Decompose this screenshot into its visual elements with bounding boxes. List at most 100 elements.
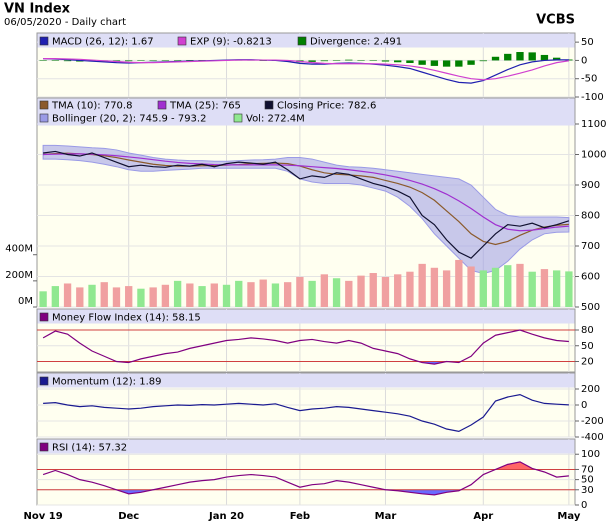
bar xyxy=(161,60,170,61)
y-tick-label: 900 xyxy=(581,180,600,191)
volume-bar xyxy=(149,287,157,307)
oversold-fill xyxy=(116,489,461,495)
volume-bar xyxy=(504,265,512,307)
series-line xyxy=(43,153,569,232)
volume-bar xyxy=(296,276,304,307)
volume-bar xyxy=(442,270,451,307)
legend-label: TMA (25): 765 xyxy=(169,101,241,112)
volume-bar xyxy=(332,278,341,307)
x-tick-label: Jan 20 xyxy=(208,511,244,522)
plot-area xyxy=(37,329,575,365)
y-tick-label: 100 xyxy=(581,449,600,460)
volume-bar xyxy=(222,284,231,307)
plot-area xyxy=(39,144,573,307)
y2-tick-label: 200M xyxy=(5,270,33,281)
y-tick-label: -400 xyxy=(581,432,604,443)
legend-swatch xyxy=(39,312,49,322)
volume-bar xyxy=(125,286,133,307)
bar xyxy=(332,60,341,61)
bar xyxy=(528,52,536,61)
bar xyxy=(125,60,133,62)
volume-bar xyxy=(516,263,524,307)
bar xyxy=(394,60,402,63)
volume-bar xyxy=(100,282,108,307)
legend-strip xyxy=(37,439,575,454)
y-tick-label: 200 xyxy=(581,384,600,395)
series-line xyxy=(43,393,569,433)
y-tick-label: -100 xyxy=(581,92,604,103)
volume-bar xyxy=(528,271,536,307)
y-tick-label: 0 xyxy=(581,500,587,511)
volume-bar xyxy=(430,267,439,307)
y-tick-label: 1100 xyxy=(581,119,606,130)
volume-bar xyxy=(137,288,145,307)
legend-label: MACD (26, 12): 1.67 xyxy=(52,37,154,48)
volume-bar xyxy=(565,271,573,307)
series-line xyxy=(43,150,570,259)
chart-title: VN Index xyxy=(4,2,71,17)
chart-subtitle: 06/05/2020 - Daily chart xyxy=(4,17,126,28)
legend-swatch xyxy=(177,36,187,46)
volume-bar xyxy=(283,282,292,307)
bar xyxy=(63,60,72,62)
volume-bar xyxy=(540,269,549,307)
volume-bar xyxy=(161,284,170,307)
bar xyxy=(259,60,267,61)
volume-bar xyxy=(308,280,316,307)
y-tick-label: 70 xyxy=(581,464,594,475)
volume-bar xyxy=(394,274,402,307)
volume-bar xyxy=(357,275,365,307)
legend-label: Momentum (12): 1.89 xyxy=(52,377,162,388)
y-tick-label: 600 xyxy=(581,272,600,283)
bar xyxy=(39,60,47,61)
x-tick-label: Dec xyxy=(118,511,139,522)
legend-swatch xyxy=(39,36,49,46)
volume-bar xyxy=(63,283,72,307)
y-tick-label: -200 xyxy=(581,416,604,427)
legend-swatch xyxy=(157,100,167,110)
bar xyxy=(491,56,500,61)
legend-swatch xyxy=(264,100,274,110)
bar xyxy=(186,60,194,61)
bar xyxy=(381,60,390,62)
bar xyxy=(479,60,487,62)
volume-bar xyxy=(39,291,47,307)
bar xyxy=(552,57,561,61)
y2-tick-label: 400M xyxy=(5,244,33,255)
bar xyxy=(51,60,60,61)
series-line xyxy=(43,58,569,84)
bar xyxy=(320,60,329,62)
y-tick-label: 80 xyxy=(581,325,594,336)
y-tick-label: -50 xyxy=(581,74,597,85)
bar xyxy=(516,52,524,61)
legend-label: Money Flow Index (14): 58.15 xyxy=(52,313,201,324)
series-line xyxy=(43,152,569,246)
legend-label: RSI (14): 57.32 xyxy=(52,443,127,454)
x-tick-label: Apr xyxy=(473,511,493,522)
plot-area xyxy=(39,52,573,84)
y-tick-label: 30 xyxy=(581,485,594,496)
plot-area xyxy=(37,461,575,496)
series-line xyxy=(43,58,569,81)
volume-bar xyxy=(259,279,267,307)
bar xyxy=(357,60,365,61)
bar xyxy=(467,60,475,65)
y-tick-label: 800 xyxy=(581,211,600,222)
volume-bar xyxy=(198,286,206,307)
x-tick-label: May xyxy=(557,511,580,522)
y-tick-label: 500 xyxy=(581,302,600,313)
legend-swatch xyxy=(233,113,243,123)
legend-swatch xyxy=(39,376,49,386)
y-tick-label: 50 xyxy=(581,475,594,486)
legend-strip xyxy=(37,98,575,126)
legend-strip xyxy=(37,309,575,324)
legend-label: Vol: 272.4M xyxy=(246,114,305,125)
volume-bar xyxy=(406,271,414,307)
x-tick-label: Mar xyxy=(375,511,397,522)
bar xyxy=(173,60,182,61)
volume-bar xyxy=(235,280,243,307)
legend-label: Closing Price: 782.6 xyxy=(277,101,376,112)
y-tick-label: 0 xyxy=(581,55,587,66)
bar xyxy=(504,53,512,61)
